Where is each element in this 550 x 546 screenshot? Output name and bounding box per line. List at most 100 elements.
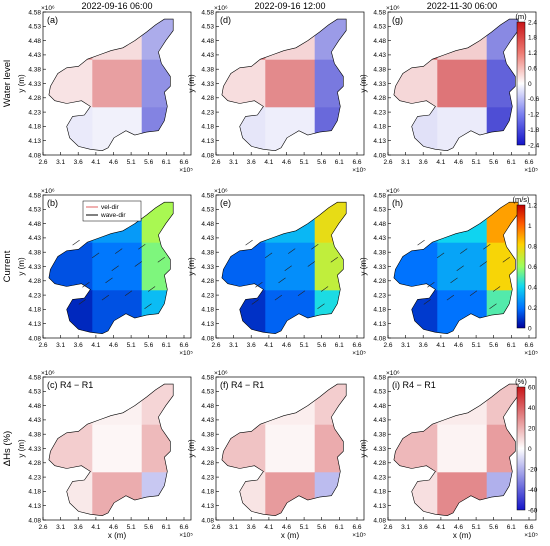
field-cell (141, 242, 174, 291)
y-tick-label: 4.28 (28, 460, 41, 467)
y-tick-label: 4.33 (28, 264, 41, 271)
y-tick-label: 4.53 (201, 207, 214, 214)
x-tick-label: 6.6 (352, 159, 361, 166)
y-tick-label: 4.58 (201, 192, 214, 199)
x-tick-label: 6.1 (162, 524, 171, 531)
x-tick-label: 5.6 (317, 159, 326, 166)
y-tick-label: 4.48 (28, 38, 41, 45)
field-cell (314, 290, 347, 334)
y-tick-label: 4.38 (373, 250, 386, 257)
vector-arrow (251, 299, 259, 305)
field-cell (314, 107, 347, 151)
x-tick-label: 5.1 (127, 524, 136, 531)
y-axis-label: y (m) (359, 257, 368, 276)
colorbar-tick: 0.6 (528, 264, 537, 271)
y-tick-label: 4.58 (373, 192, 386, 199)
vector-arrow (427, 281, 435, 288)
field-cell (92, 290, 143, 334)
field-cell (92, 472, 143, 516)
x-tick-label: 6.6 (179, 524, 188, 531)
y-exponent: ×10⁶ (41, 5, 55, 12)
legend-label: vel-dir (101, 204, 120, 211)
vector-arrow (255, 281, 263, 288)
x-tick-label: 5.1 (472, 159, 481, 166)
x-tick-label: 6.6 (179, 159, 188, 166)
panel-label: (e) (220, 198, 231, 208)
x-tick-label: 4.6 (454, 524, 463, 531)
x-tick-label: 3.6 (74, 524, 83, 531)
coastline (221, 383, 347, 517)
map-panel (387, 376, 537, 521)
field-cell (265, 202, 316, 244)
y-tick-label: 4.38 (201, 67, 214, 74)
field-fill (393, 384, 519, 516)
y-tick-label: 4.38 (28, 432, 41, 439)
vector-arrow (479, 261, 487, 267)
panel-label: (f) R4 − R1 (220, 380, 264, 390)
vector-arrow (144, 303, 152, 309)
x-tick-label: 5.6 (317, 524, 326, 531)
field-cell (48, 242, 93, 291)
y-tick-label: 4.18 (28, 124, 41, 131)
y-tick-label: 4.13 (373, 321, 386, 328)
y-tick-label: 4.18 (373, 307, 386, 314)
colorbar-tick: 0 (528, 325, 532, 332)
vector-arrow (138, 244, 146, 250)
vector-arrow (483, 244, 491, 250)
x-tick-label: 5.1 (472, 524, 481, 531)
y-tick-label: 4.08 (201, 335, 214, 342)
y-tick-label: 4.13 (373, 138, 386, 145)
y-tick-label: 4.38 (28, 67, 41, 74)
map-panel (387, 11, 537, 156)
vector-arrow (469, 290, 478, 297)
x-tick-label: 4.6 (454, 342, 463, 349)
vector-arrow (446, 294, 455, 301)
y-tick-label: 4.53 (201, 389, 214, 396)
y-tick-label: 4.38 (201, 432, 214, 439)
y-tick-label: 4.08 (28, 152, 41, 159)
field-cell (314, 472, 347, 516)
y-tick-label: 4.23 (373, 474, 386, 481)
y-tick-label: 4.53 (373, 389, 386, 396)
vector-arrow (311, 244, 319, 250)
y-tick-label: 4.53 (373, 207, 386, 214)
colorbar-tick: 0 (528, 81, 532, 88)
x-tick-label: 3.6 (247, 159, 256, 166)
x-tick-label: 5.6 (144, 159, 153, 166)
vector-arrow (245, 239, 253, 246)
colorbar-tick: 0 (528, 446, 532, 453)
x-tick-label: 4.6 (454, 159, 463, 166)
x-tick-label: 4.1 (264, 524, 273, 531)
y-tick-label: 4.13 (28, 138, 41, 145)
field-cell (141, 472, 174, 516)
y-tick-label: 4.43 (373, 235, 386, 242)
panel-label: (a) (47, 15, 58, 25)
x-tick-label: 4.1 (264, 159, 273, 166)
x-tick-label: 3.6 (419, 524, 428, 531)
x-tick-label: 3.1 (401, 342, 410, 349)
x-exponent: ×10⁵ (352, 167, 366, 174)
y-tick-label: 4.18 (201, 489, 214, 496)
coastline (48, 18, 174, 152)
column-title: 2022-11-30 06:00 (427, 1, 497, 11)
vector-arrow (317, 303, 325, 309)
y-tick-label: 4.13 (201, 138, 214, 145)
y-tick-label: 4.28 (28, 278, 41, 285)
x-tick-label: 2.6 (211, 342, 220, 349)
x-axis-label: x (m) (281, 531, 300, 540)
x-tick-label: 2.6 (383, 524, 392, 531)
x-tick-label: 5.6 (489, 342, 498, 349)
x-tick-label: 3.6 (247, 342, 256, 349)
field-fill (48, 19, 174, 151)
x-tick-label: 4.6 (109, 342, 118, 349)
y-tick-label: 4.33 (28, 446, 41, 453)
y-tick-label: 4.33 (28, 81, 41, 88)
colorbar-tick: 1.8 (528, 35, 537, 42)
y-tick-label: 4.38 (28, 250, 41, 257)
x-tick-label: 6.1 (335, 524, 344, 531)
vector-arrow (320, 286, 329, 292)
y-tick-label: 4.08 (373, 152, 386, 159)
y-tick-label: 4.53 (201, 24, 214, 31)
x-exponent: ×10⁵ (524, 350, 538, 357)
